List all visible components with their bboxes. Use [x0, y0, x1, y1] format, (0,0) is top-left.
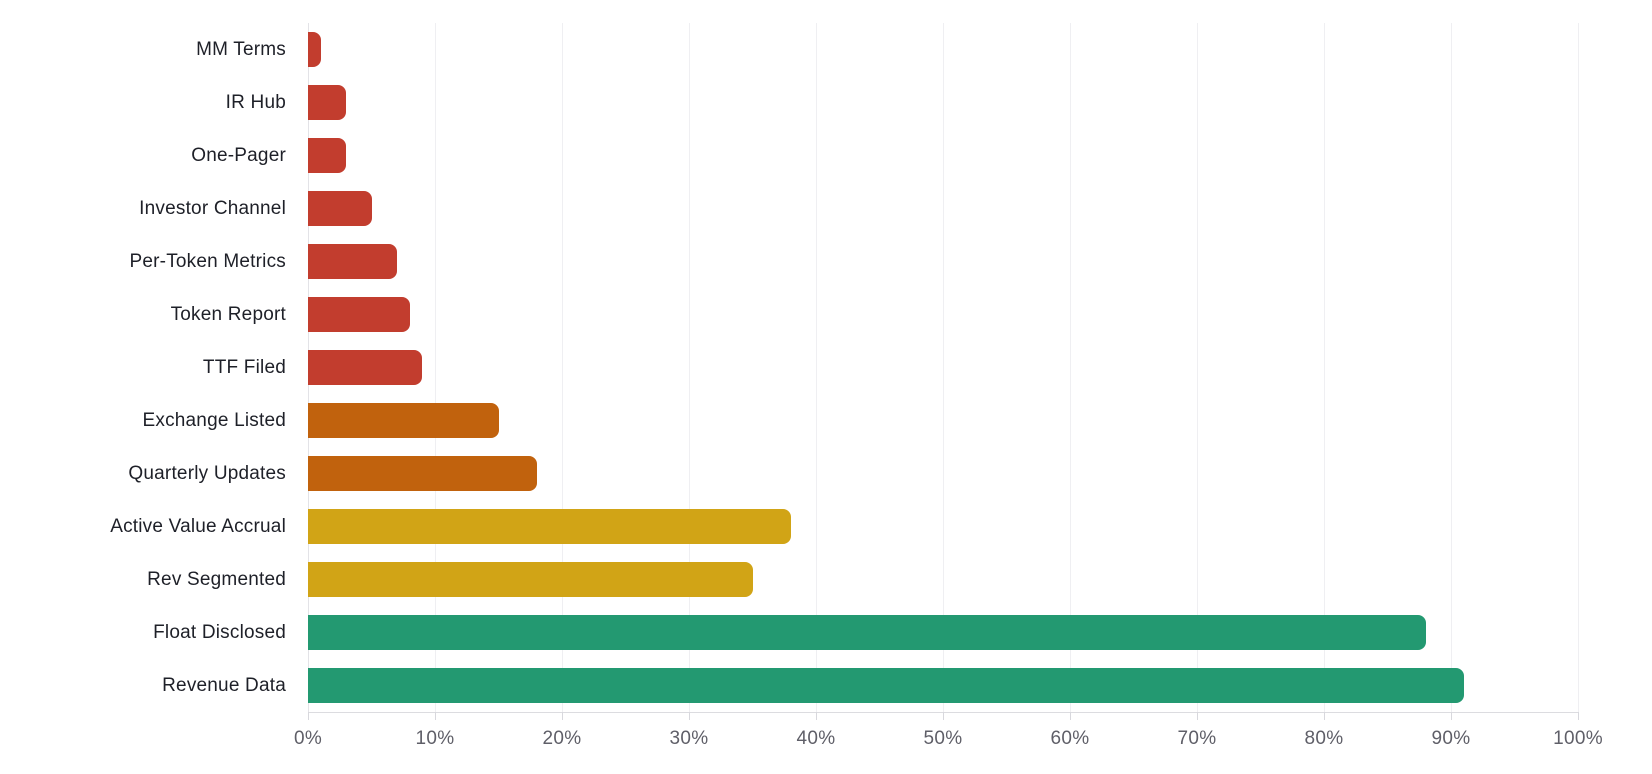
bar — [308, 403, 499, 438]
bar — [308, 668, 1464, 703]
x-tick-mark — [689, 712, 690, 720]
bar-track — [308, 244, 1578, 279]
bar — [308, 562, 753, 597]
chart-row: Rev Segmented — [147, 553, 1578, 606]
bar-track — [308, 509, 1578, 544]
x-tick-label: 100% — [1553, 728, 1603, 749]
x-tick-label: 10% — [415, 728, 455, 749]
chart-row: TTF Filed — [203, 341, 1578, 394]
category-label: MM Terms — [196, 38, 286, 60]
gridline — [1578, 23, 1579, 712]
chart-row: IR Hub — [226, 76, 1578, 129]
chart-row: Per-Token Metrics — [130, 235, 1578, 288]
gridline — [435, 23, 436, 712]
category-label: Exchange Listed — [142, 409, 286, 431]
bar — [308, 244, 397, 279]
bar-track — [308, 403, 1578, 438]
chart-row: MM Terms — [196, 23, 1578, 76]
bar — [308, 297, 410, 332]
gridline — [1451, 23, 1452, 712]
x-tick-mark — [308, 712, 309, 720]
category-label: Token Report — [170, 303, 286, 325]
chart-row: Exchange Listed — [143, 394, 1578, 447]
category-label: TTF Filed — [202, 356, 286, 378]
bar-track — [308, 297, 1578, 332]
x-tick-label: 20% — [542, 728, 582, 749]
gridline — [1197, 23, 1198, 712]
x-tick-mark — [1070, 712, 1071, 720]
gridline — [816, 23, 817, 712]
chart-row: Quarterly Updates — [128, 447, 1578, 500]
bar-track — [308, 668, 1578, 703]
bar — [308, 456, 537, 491]
chart-row: Float Disclosed — [153, 606, 1578, 659]
bar — [308, 138, 347, 173]
bar — [308, 191, 372, 226]
bar-track — [308, 456, 1578, 491]
x-tick-label: 40% — [796, 728, 836, 749]
chart-row: One-Pager — [191, 129, 1578, 182]
gridline — [1324, 23, 1325, 712]
x-tick-mark — [562, 712, 563, 720]
category-label: Investor Channel — [139, 197, 286, 219]
bar-track — [308, 562, 1578, 597]
chart-row: Investor Channel — [139, 182, 1578, 235]
bar — [308, 615, 1426, 650]
x-tick-label: 30% — [669, 728, 709, 749]
bar-track — [308, 350, 1578, 385]
category-label: Revenue Data — [162, 674, 286, 696]
x-tick-mark — [1451, 712, 1452, 720]
x-tick-label: 90% — [1431, 728, 1471, 749]
chart-rows: MM Terms IR Hub One-Pager Investor Channel P… — [110, 23, 1578, 712]
x-tick-label: 50% — [923, 728, 963, 749]
category-label: Per-Token Metrics — [129, 250, 286, 272]
x-tick-mark — [816, 712, 817, 720]
category-label: Quarterly Updates — [128, 462, 286, 484]
chart-row: Active Value Accrual — [110, 500, 1578, 553]
gridline — [562, 23, 563, 712]
x-tick-mark — [943, 712, 944, 720]
x-tick-label: 70% — [1177, 728, 1217, 749]
x-tick-mark — [1578, 712, 1579, 720]
gridline — [943, 23, 944, 712]
category-label: Active Value Accrual — [110, 515, 286, 537]
bar-track — [308, 85, 1578, 120]
x-tick-mark — [1324, 712, 1325, 720]
bar — [308, 32, 321, 67]
x-tick-mark — [435, 712, 436, 720]
x-tick-label: 60% — [1050, 728, 1090, 749]
x-tick-mark — [1197, 712, 1198, 720]
bar — [308, 350, 423, 385]
bar-track — [308, 615, 1578, 650]
category-label: One-Pager — [191, 144, 286, 166]
category-label: IR Hub — [225, 91, 286, 113]
x-tick-label: 0% — [293, 728, 323, 749]
bar — [308, 85, 347, 120]
chart-row: Revenue Data — [162, 659, 1578, 712]
chart-row: Token Report — [171, 288, 1578, 341]
category-label: Rev Segmented — [147, 568, 286, 590]
bar-track — [308, 32, 1578, 67]
gridline — [1070, 23, 1071, 712]
gridline — [689, 23, 690, 712]
x-tick-label: 80% — [1304, 728, 1344, 749]
bar-track — [308, 138, 1578, 173]
plot-area: MM Terms IR Hub One-Pager Investor Channel P… — [110, 23, 1603, 749]
category-label: Float Disclosed — [153, 621, 286, 643]
bar-track — [308, 191, 1578, 226]
bar — [308, 509, 791, 544]
